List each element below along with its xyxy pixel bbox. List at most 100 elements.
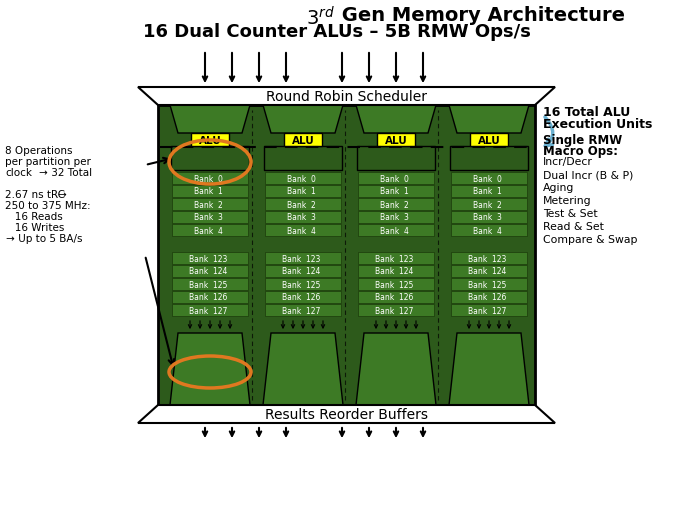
Text: Aging: Aging: [543, 183, 574, 192]
FancyBboxPatch shape: [191, 134, 229, 147]
FancyBboxPatch shape: [450, 147, 528, 171]
Text: →: →: [5, 233, 14, 243]
Text: Bank  2: Bank 2: [194, 200, 222, 209]
Text: Bank  124: Bank 124: [468, 267, 506, 276]
Text: Bank  125: Bank 125: [468, 280, 506, 289]
FancyBboxPatch shape: [451, 291, 527, 304]
Text: clock: clock: [5, 168, 32, 178]
Text: Bank  124: Bank 124: [375, 267, 413, 276]
Polygon shape: [356, 106, 436, 134]
Text: 250 to 375 MHz:: 250 to 375 MHz:: [5, 200, 90, 211]
Text: Single RMW: Single RMW: [543, 134, 622, 147]
Text: Bank  3: Bank 3: [472, 213, 502, 222]
Polygon shape: [263, 333, 343, 405]
Text: 16 Reads: 16 Reads: [5, 212, 63, 222]
FancyBboxPatch shape: [358, 278, 434, 290]
Text: Bank  0: Bank 0: [472, 174, 502, 183]
FancyBboxPatch shape: [451, 252, 527, 265]
Text: Bank  3: Bank 3: [379, 213, 408, 222]
FancyBboxPatch shape: [172, 173, 248, 185]
FancyBboxPatch shape: [158, 106, 535, 405]
Text: Bank  127: Bank 127: [282, 306, 320, 315]
Text: Incr/Decr: Incr/Decr: [543, 157, 593, 167]
FancyBboxPatch shape: [265, 173, 341, 185]
Text: Dual Incr (B & P): Dual Incr (B & P): [543, 170, 633, 180]
FancyBboxPatch shape: [451, 225, 527, 236]
Text: Bank  125: Bank 125: [189, 280, 227, 289]
FancyBboxPatch shape: [451, 186, 527, 197]
Text: Bank  3: Bank 3: [287, 213, 315, 222]
Polygon shape: [449, 106, 529, 134]
Polygon shape: [170, 333, 250, 405]
Text: Execution Units: Execution Units: [543, 118, 652, 131]
FancyBboxPatch shape: [451, 173, 527, 185]
FancyBboxPatch shape: [265, 305, 341, 316]
Text: Bank  126: Bank 126: [375, 293, 413, 302]
Text: Macro Ops:: Macro Ops:: [543, 145, 618, 158]
Text: Bank  4: Bank 4: [287, 226, 315, 235]
Text: Bank  4: Bank 4: [472, 226, 502, 235]
FancyBboxPatch shape: [265, 198, 341, 211]
FancyBboxPatch shape: [358, 198, 434, 211]
Text: Results Reorder Buffers: Results Reorder Buffers: [265, 407, 428, 421]
Text: Round Robin Scheduler: Round Robin Scheduler: [266, 90, 427, 104]
FancyBboxPatch shape: [358, 186, 434, 197]
FancyBboxPatch shape: [172, 291, 248, 304]
Text: Bank  127: Bank 127: [189, 306, 227, 315]
FancyBboxPatch shape: [265, 186, 341, 197]
Polygon shape: [356, 333, 436, 405]
FancyBboxPatch shape: [265, 212, 341, 224]
Text: →: →: [57, 189, 65, 199]
Polygon shape: [263, 106, 343, 134]
FancyBboxPatch shape: [284, 134, 322, 147]
Text: Bank  0: Bank 0: [379, 174, 408, 183]
Text: Bank  2: Bank 2: [287, 200, 315, 209]
Text: →: →: [38, 168, 47, 178]
Text: Bank  127: Bank 127: [375, 306, 413, 315]
Text: Test & Set: Test & Set: [543, 209, 597, 219]
FancyBboxPatch shape: [172, 212, 248, 224]
Text: Bank  123: Bank 123: [375, 254, 413, 263]
Text: Bank  127: Bank 127: [468, 306, 506, 315]
Text: Bank  125: Bank 125: [282, 280, 320, 289]
FancyBboxPatch shape: [265, 278, 341, 290]
Text: Bank  4: Bank 4: [379, 226, 408, 235]
Text: Bank  123: Bank 123: [468, 254, 506, 263]
Text: Bank  3: Bank 3: [194, 213, 223, 222]
Text: Bank  126: Bank 126: [468, 293, 506, 302]
FancyBboxPatch shape: [172, 266, 248, 277]
Text: Bank  0: Bank 0: [194, 174, 223, 183]
Text: Compare & Swap: Compare & Swap: [543, 234, 637, 244]
Text: 2.67 ns tRC: 2.67 ns tRC: [5, 189, 68, 199]
FancyBboxPatch shape: [358, 305, 434, 316]
FancyBboxPatch shape: [265, 266, 341, 277]
Text: Bank  123: Bank 123: [282, 254, 320, 263]
Text: Up to 5 BA/s: Up to 5 BA/s: [15, 233, 82, 243]
FancyBboxPatch shape: [451, 212, 527, 224]
FancyBboxPatch shape: [172, 278, 248, 290]
FancyBboxPatch shape: [358, 252, 434, 265]
Text: Bank  1: Bank 1: [379, 187, 408, 196]
Text: ALU: ALU: [198, 135, 221, 145]
FancyBboxPatch shape: [451, 266, 527, 277]
Text: 16 Writes: 16 Writes: [5, 223, 64, 232]
Text: ALU: ALU: [292, 135, 315, 145]
Polygon shape: [449, 333, 529, 405]
Text: Bank  1: Bank 1: [194, 187, 222, 196]
Text: Metering: Metering: [543, 195, 591, 206]
Text: Read & Set: Read & Set: [543, 222, 604, 231]
FancyBboxPatch shape: [172, 225, 248, 236]
Text: Bank  4: Bank 4: [194, 226, 223, 235]
Text: 16 Total ALU: 16 Total ALU: [543, 106, 630, 119]
Text: Bank  1: Bank 1: [472, 187, 502, 196]
Text: Bank  124: Bank 124: [282, 267, 320, 276]
Text: 32 Total: 32 Total: [48, 168, 92, 178]
Text: ALU: ALU: [385, 135, 408, 145]
FancyBboxPatch shape: [357, 147, 435, 171]
FancyBboxPatch shape: [358, 225, 434, 236]
Text: per partition per: per partition per: [5, 157, 91, 167]
FancyBboxPatch shape: [470, 134, 508, 147]
Text: Bank  0: Bank 0: [287, 174, 315, 183]
Text: Bank  124: Bank 124: [189, 267, 227, 276]
FancyBboxPatch shape: [451, 278, 527, 290]
